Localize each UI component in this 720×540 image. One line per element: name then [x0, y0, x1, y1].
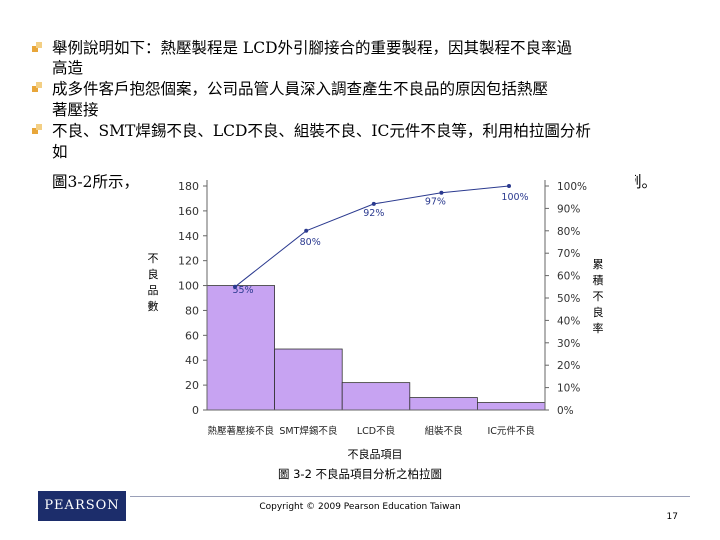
y2-tick-label-100: 100%	[557, 181, 587, 193]
cumulative-label-3: 92%	[363, 208, 384, 219]
body-line-3: 成多件客戶抱怨個案，公司品管人員深入調查產生不良品的原因包括熱壓	[52, 80, 549, 98]
cumulative-label-2: 80%	[300, 237, 321, 248]
figure-caption: 圖 3-2 不良品項目分析之柏拉圖	[277, 467, 443, 481]
cumulative-point-5	[507, 184, 511, 188]
y-tick-label-60: 60	[185, 329, 199, 342]
y-tick-label-160: 160	[178, 205, 199, 218]
cumulative-label-4: 97%	[425, 197, 446, 208]
cumulative-label-1: 55%	[232, 285, 253, 296]
body-line-4: 著壓接	[52, 101, 99, 119]
y-tick-label-0: 0	[192, 404, 199, 417]
y2-tick-label-10: 10%	[557, 383, 580, 395]
y-tick-label-120: 120	[178, 255, 199, 268]
y-tick-label-80: 80	[185, 304, 199, 317]
bullet-1	[32, 42, 42, 52]
y-tick-label-180: 180	[178, 180, 199, 193]
y-tick-label-140: 140	[178, 230, 199, 243]
bar-5	[476, 402, 546, 411]
cumulative-point-2	[304, 228, 309, 233]
footer-divider	[130, 496, 690, 497]
body-line-6: 如	[52, 143, 68, 161]
category-label-5: IC元件不良	[487, 425, 535, 437]
y2-tick-label-20: 20%	[557, 360, 580, 372]
y-tick-label-100: 100	[178, 280, 199, 293]
x-axis-label: 不良品項目	[348, 447, 403, 461]
copyright-text: Copyright © 2009 Pearson Education Taiwa…	[259, 502, 461, 512]
bar-4	[409, 397, 478, 411]
y2-tick-label-0: 0%	[557, 405, 574, 417]
cumulative-point-1	[233, 284, 237, 289]
category-label-4: 組裝不良	[425, 425, 464, 437]
category-label-1: 熱壓著壓接不良	[208, 425, 275, 437]
y2-tick-label-70: 70%	[557, 248, 580, 260]
bar-2	[274, 348, 343, 411]
y-tick-label-20: 20	[185, 379, 199, 392]
bar-1	[206, 285, 275, 411]
y-tick-label-40: 40	[185, 354, 199, 367]
y2-tick-label-30: 30%	[557, 338, 580, 350]
pearson-logo: PEARSON	[38, 491, 126, 521]
bullet-2	[32, 82, 42, 92]
body-line-1: 舉例說明如下：熱壓製程是 LCD外引腳接合的重要製程，因其製程不良率過	[52, 39, 573, 57]
y2-tick-label-50: 50%	[557, 293, 580, 305]
cumulative-point-4	[439, 190, 444, 195]
category-label-2: SMT焊錫不良	[279, 425, 338, 437]
cumulative-point-3	[371, 201, 376, 206]
body-line-5: 不良、SMT焊錫不良、LCD不良、組裝不良、IC元件不良等，利用柏拉圖分析	[52, 122, 591, 140]
y-axis-label: 不良品數	[148, 252, 159, 313]
bar-3	[341, 382, 411, 411]
bullet-3	[32, 124, 42, 134]
body-line-2: 高造	[52, 59, 84, 77]
page-number: 17	[666, 512, 678, 522]
y2-axis-label: 累積不良率	[593, 258, 604, 335]
y2-tick-label-80: 80%	[557, 226, 580, 238]
y2-tick-label-40: 40%	[557, 315, 580, 327]
body-line-7: 圖3-2所示，	[52, 173, 139, 191]
y2-tick-label-90: 90%	[557, 203, 580, 215]
y2-tick-label-60: 60%	[557, 271, 580, 283]
cumulative-label-5: 100%	[501, 192, 528, 203]
category-label-3: LCD不良	[357, 425, 396, 437]
